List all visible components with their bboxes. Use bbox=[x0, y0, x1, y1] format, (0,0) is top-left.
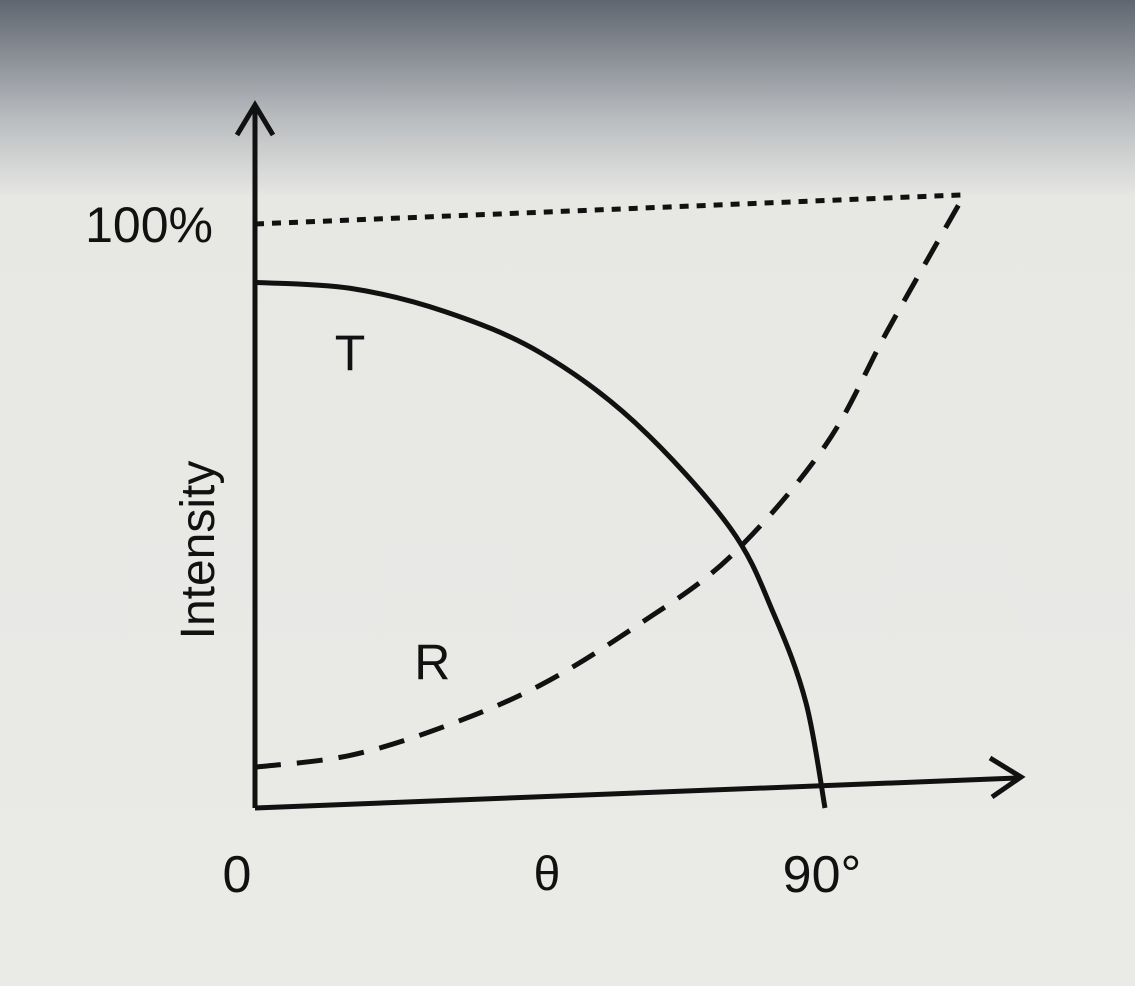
y-tick-label: 100% bbox=[85, 197, 213, 253]
label-layer: Intensity θ 0 90° 100% T R bbox=[85, 197, 861, 904]
series-label-t: T bbox=[335, 325, 366, 381]
series-layer bbox=[254, 193, 967, 809]
series-line-t bbox=[254, 279, 828, 809]
series-line-r bbox=[254, 193, 967, 770]
x-tick-label: 90° bbox=[783, 846, 862, 904]
axes bbox=[234, 100, 1026, 811]
y-axis-arrowhead bbox=[234, 100, 276, 137]
y-axis-label: Intensity bbox=[172, 461, 225, 640]
x-axis-arrowhead bbox=[988, 755, 1026, 800]
series-label-r: R bbox=[414, 635, 450, 691]
x-tick-label: 0 bbox=[223, 846, 252, 904]
x-axis-line bbox=[254, 775, 1019, 811]
x-axis-label: θ bbox=[534, 848, 561, 901]
